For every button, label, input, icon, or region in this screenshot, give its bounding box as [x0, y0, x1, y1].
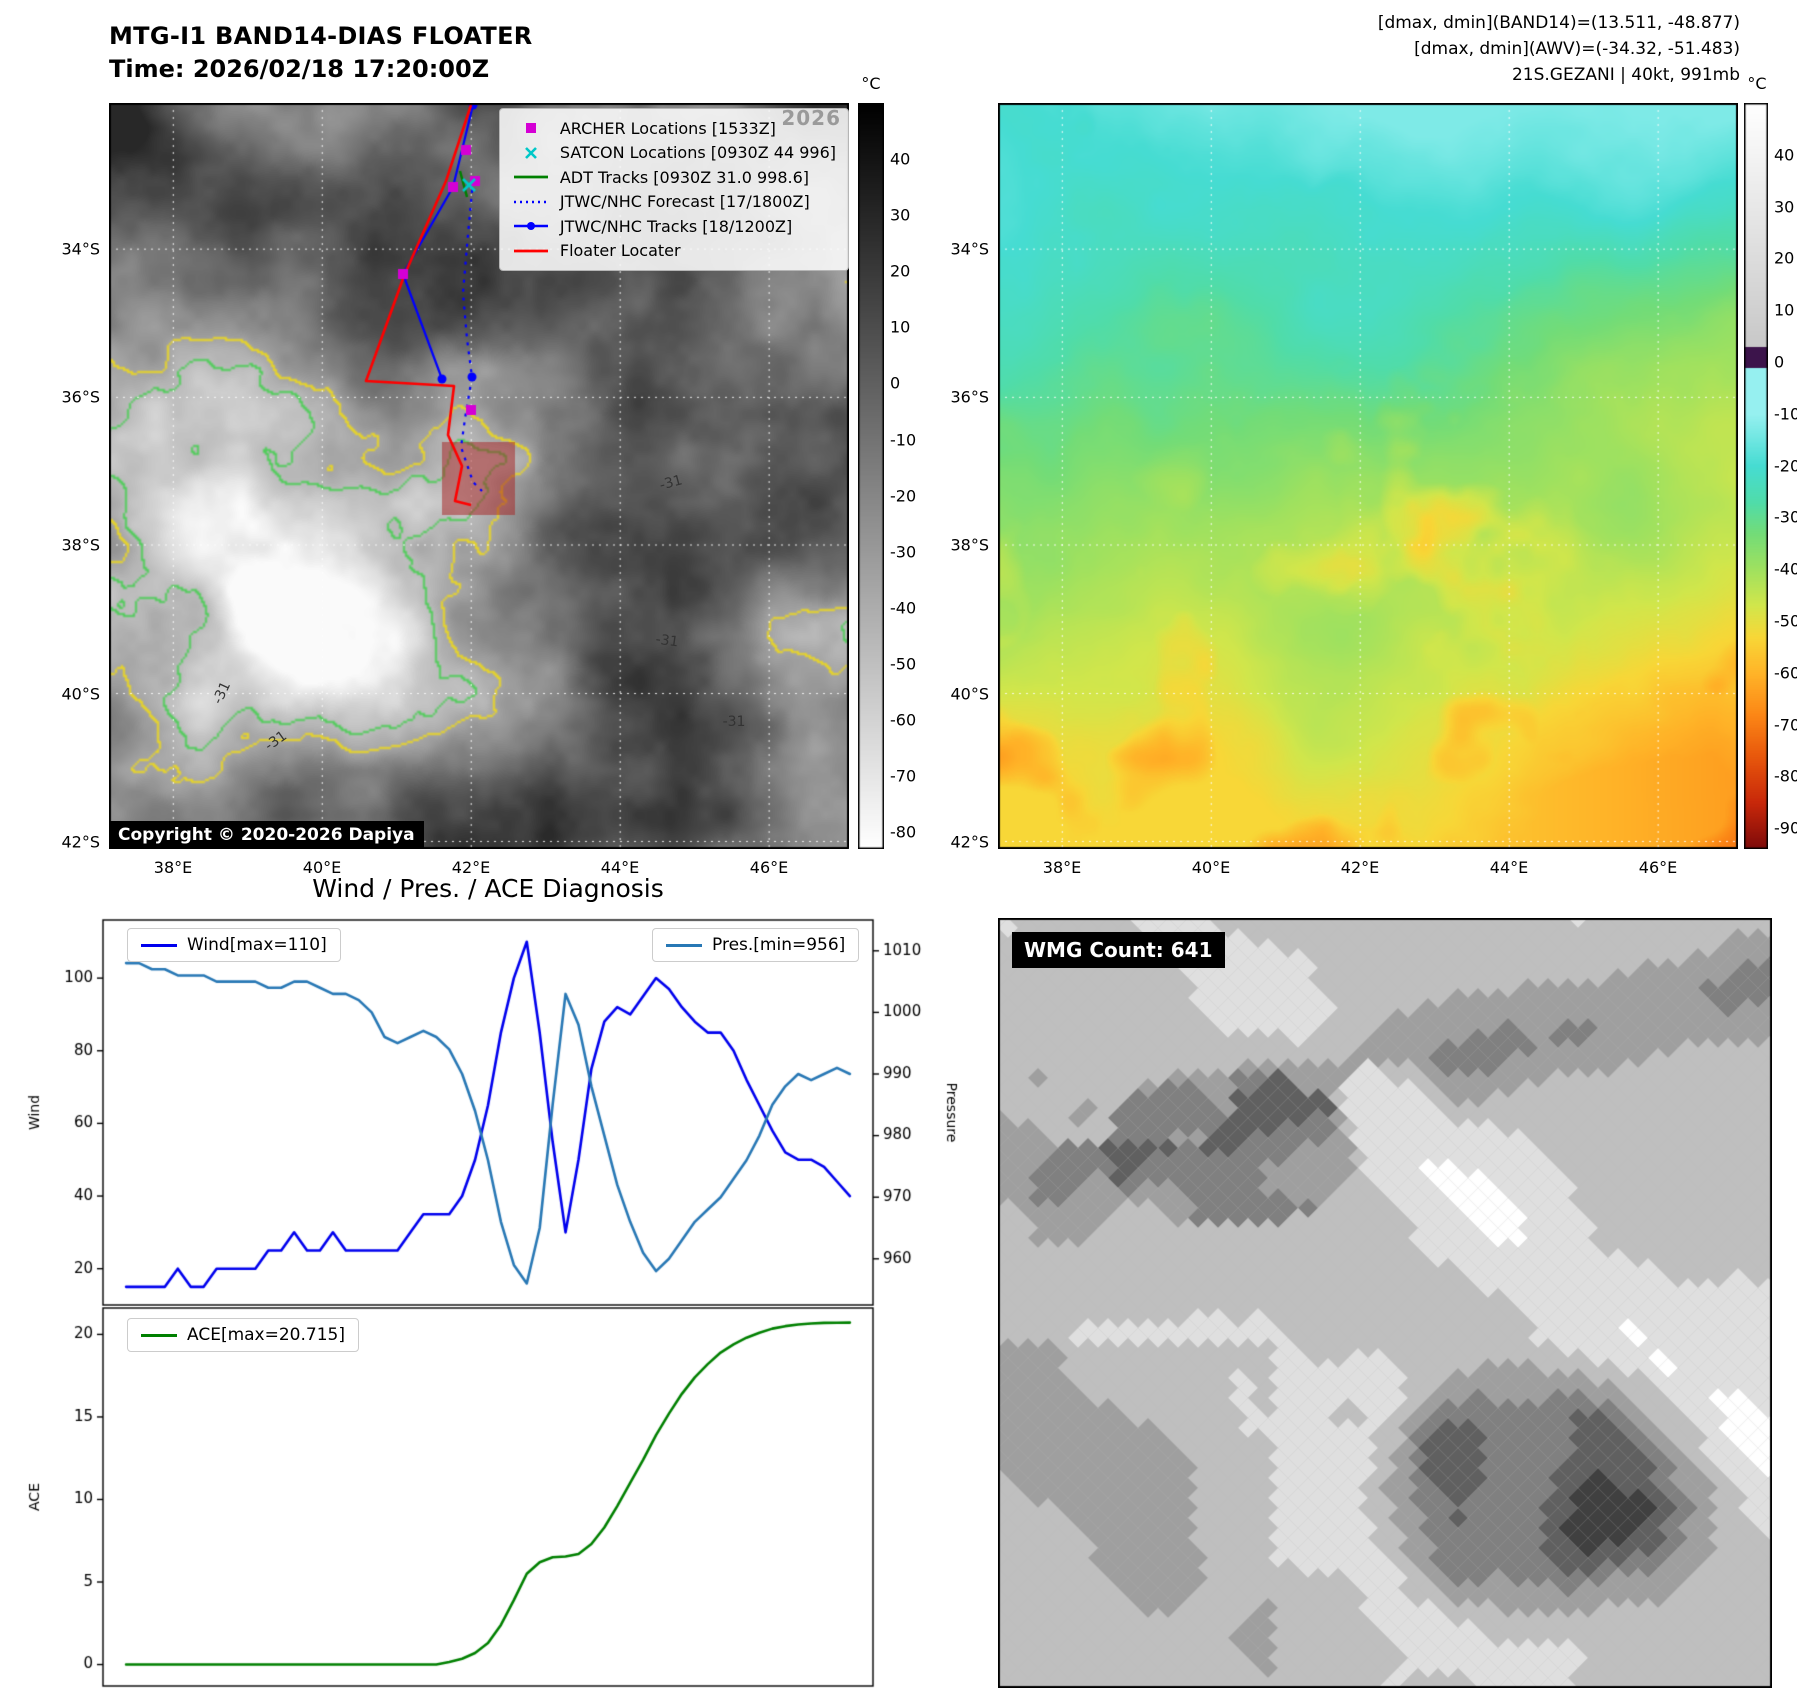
- awv-lat-tick-label: 38°S: [950, 535, 989, 555]
- legend-item: SATCON Locations [0930Z 44 996]: [512, 141, 836, 166]
- band14-lat-tick-label: 34°S: [61, 239, 100, 259]
- band14-colorbar-unit: °C: [861, 74, 881, 93]
- awv-lon-tick-label: 42°E: [1340, 858, 1380, 877]
- band14-colorbar-tick-label: 20: [890, 261, 911, 281]
- ace-legend-label: ACE[max=20.715]: [187, 1325, 345, 1345]
- legend-item: ADT Tracks [0930Z 31.0 998.6]: [512, 165, 836, 190]
- ace-legend: ACE[max=20.715]: [127, 1318, 359, 1352]
- diagnosis-title: Wind / Pres. / ACE Diagnosis: [312, 874, 664, 903]
- band14-lat-tick-label: 40°S: [61, 684, 100, 704]
- awv-header: [dmax, dmin](BAND14)=(13.511, -48.877) […: [1378, 10, 1740, 88]
- dmax-dmin-band14-text: [dmax, dmin](BAND14)=(13.511, -48.877): [1377, 13, 1740, 33]
- awv-colorbar-tick-label: -20: [1774, 456, 1797, 476]
- wind-legend-label: Wind[max=110]: [187, 935, 327, 955]
- awv-lat-tick-label: 40°S: [950, 684, 989, 704]
- awv-colorbar-tick-label: -60: [1774, 663, 1797, 683]
- awv-colorbar: [1744, 103, 1768, 849]
- legend-item-label: Floater Locater: [559, 241, 681, 261]
- awv-lat-tick-label: 36°S: [950, 387, 989, 407]
- awv-colorbar-unit: °C: [1747, 74, 1767, 93]
- pressure-legend: Pres.[min=956]: [652, 928, 860, 962]
- awv-colorbar-tick-label: -80: [1774, 766, 1797, 786]
- dotted-marker-icon: [512, 194, 550, 210]
- wmg-panel: WMG Count: 641: [998, 918, 1772, 1688]
- awv-lon-tick-label: 38°E: [1042, 858, 1082, 877]
- band14-colorbar-tick-label: 0: [890, 373, 901, 393]
- awv-colorbar-tick-label: -30: [1774, 507, 1797, 527]
- legend-item-label: JTWC/NHC Tracks [18/1200Z]: [559, 216, 793, 236]
- awv-colorbar-tick-label: -10: [1774, 404, 1797, 424]
- wind-line-sample-icon: [141, 943, 177, 947]
- awv-map-panel: [998, 103, 1738, 849]
- band14-lat-tick-label: 36°S: [61, 387, 100, 407]
- contour-label: -31: [722, 714, 746, 730]
- awv-colorbar-tick-label: -40: [1774, 559, 1797, 579]
- legend-item: ARCHER Locations [1533Z]: [512, 116, 836, 141]
- wmg-count-image: [998, 918, 1772, 1688]
- band14-colorbar-tick-label: -20: [890, 486, 917, 506]
- band14-colorbar-tick-label: -80: [890, 822, 917, 842]
- awv-lat-tick-label: 34°S: [950, 239, 989, 259]
- awv-colorbar-tick-label: -70: [1774, 715, 1797, 735]
- awv-colorbar-tick-label: 0: [1774, 352, 1785, 372]
- awv-lon-tick-label: 46°E: [1638, 858, 1678, 877]
- awv-colorbar-tick-label: -50: [1774, 611, 1797, 631]
- pressure-line-sample-icon: [666, 943, 702, 947]
- band14-title: MTG-I1 BAND14-DIAS FLOATER: [109, 22, 533, 50]
- line-marker-icon: [512, 243, 550, 259]
- band14-colorbar: [858, 103, 884, 849]
- ace-line-sample-icon: [141, 1333, 177, 1337]
- legend-item: JTWC/NHC Forecast [17/1800Z]: [512, 190, 836, 215]
- awv-colorbar-tick-label: 20: [1774, 248, 1795, 268]
- storm-id-intensity-text: 21S.GEZANI | 40kt, 991mb: [1511, 65, 1740, 85]
- band14-map-legend: ARCHER Locations [1533Z] SATCON Locations…: [498, 108, 849, 271]
- copyright-label: Copyright © 2020-2026 Dapiya: [109, 821, 424, 849]
- awv-colorbar-tick-label: 40: [1774, 145, 1795, 165]
- band14-lat-tick-label: 42°S: [61, 832, 100, 852]
- band14-lon-tick-label: 38°E: [153, 858, 193, 877]
- band14-colorbar-tick-label: -30: [890, 542, 917, 562]
- band14-colorbar-tick-label: -50: [890, 654, 917, 674]
- band14-lon-tick-label: 44°E: [600, 858, 640, 877]
- line-circle-marker-icon: [512, 218, 550, 234]
- legend-item: Floater Locater: [512, 239, 836, 264]
- band14-lat-tick-label: 38°S: [61, 535, 100, 555]
- band14-colorbar-tick-label: 10: [890, 317, 911, 337]
- wmg-count-label: WMG Count: 641: [1012, 932, 1225, 968]
- awv-lon-tick-label: 40°E: [1191, 858, 1231, 877]
- legend-item-label: ARCHER Locations [1533Z]: [559, 118, 776, 138]
- awv-satellite-image: [998, 103, 1738, 849]
- square-marker-icon: [512, 120, 550, 136]
- dmax-dmin-awv-text: [dmax, dmin](AWV)=(-34.32, -51.483): [1414, 39, 1740, 59]
- band14-map-panel: 2026 ARCHER Locations [1533Z] SATCON Loca…: [109, 103, 849, 849]
- legend-item-label: ADT Tracks [0930Z 31.0 998.6]: [559, 167, 810, 187]
- x-marker-icon: [512, 145, 550, 161]
- band14-time-label: Time: 2026/02/18 17:20:00Z: [109, 55, 490, 83]
- band14-lon-tick-label: 46°E: [749, 858, 789, 877]
- band14-lon-tick-label: 40°E: [302, 858, 342, 877]
- awv-colorbar-tick-label: -90: [1774, 818, 1797, 838]
- awv-lat-tick-label: 42°S: [950, 832, 989, 852]
- band14-colorbar-tick-label: 40: [890, 149, 911, 169]
- contour-label: -31: [654, 631, 680, 651]
- band14-colorbar-tick-label: -40: [890, 598, 917, 618]
- legend-item-label: JTWC/NHC Forecast [17/1800Z]: [559, 192, 810, 212]
- legend-item-label: SATCON Locations [0930Z 44 996]: [559, 143, 836, 163]
- pressure-legend-label: Pres.[min=956]: [712, 935, 846, 955]
- watermark-text: 2026: [781, 106, 841, 130]
- legend-item: JTWC/NHC Tracks [18/1200Z]: [512, 214, 836, 239]
- band14-colorbar-tick-label: -70: [890, 766, 917, 786]
- band14-colorbar-tick-label: 30: [890, 205, 911, 225]
- ace-chart: [23, 1306, 963, 1690]
- wind-pressure-chart: [23, 918, 963, 1310]
- wind-legend: Wind[max=110]: [127, 928, 341, 962]
- awv-colorbar-tick-label: 10: [1774, 300, 1795, 320]
- band14-lon-tick-label: 42°E: [451, 858, 491, 877]
- line-marker-icon: [512, 169, 550, 185]
- awv-lon-tick-label: 44°E: [1489, 858, 1529, 877]
- band14-colorbar-tick-label: -60: [890, 710, 917, 730]
- band14-colorbar-tick-label: -10: [890, 430, 917, 450]
- awv-colorbar-tick-label: 30: [1774, 197, 1795, 217]
